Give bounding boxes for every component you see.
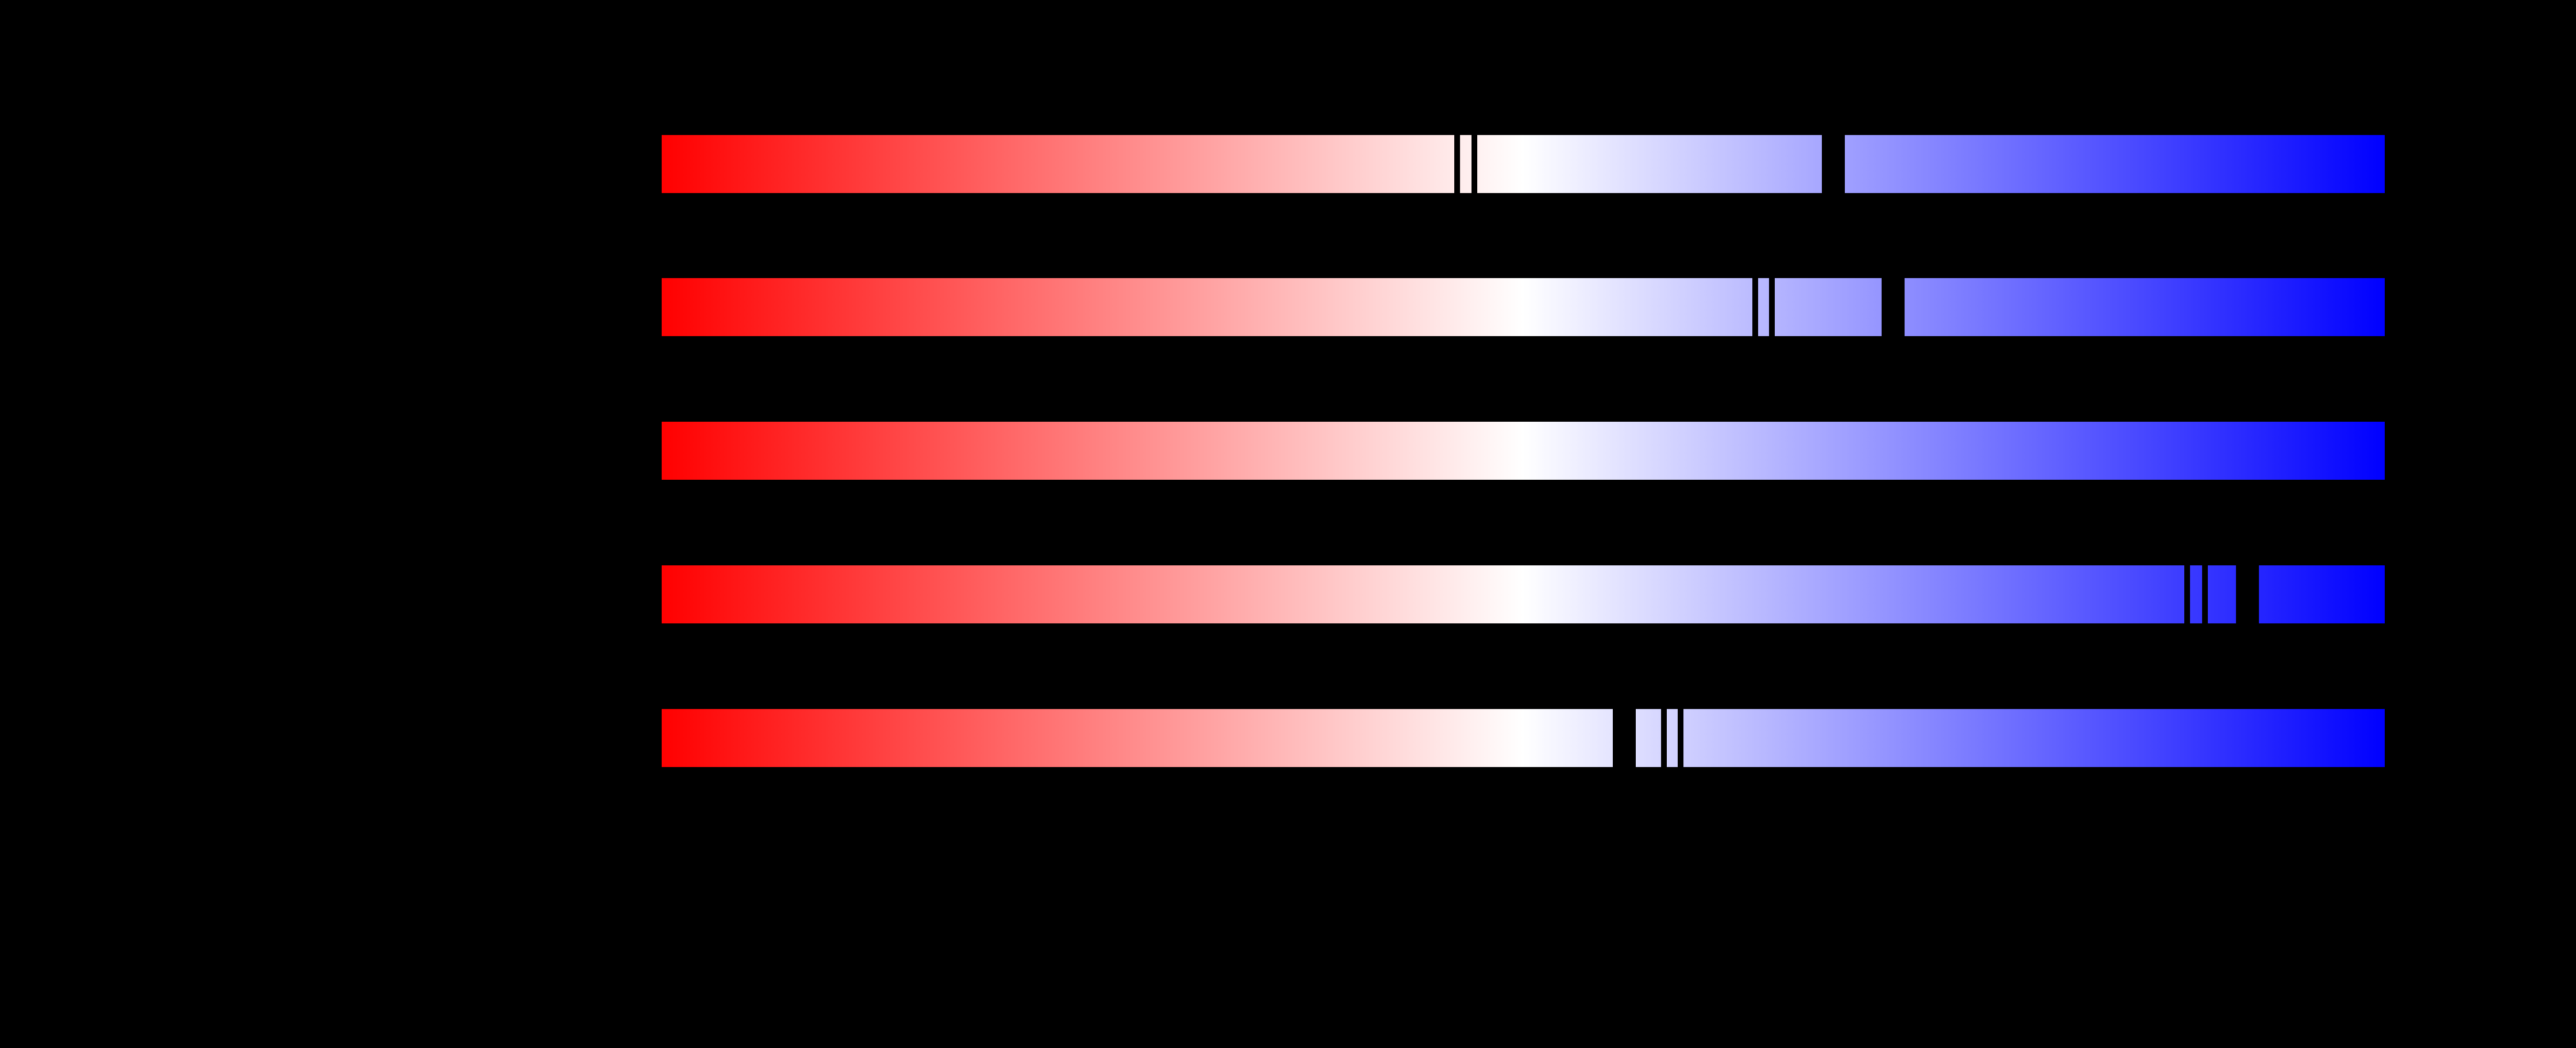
thin-marker — [1768, 278, 1775, 336]
thin-marker — [1472, 135, 1478, 193]
thin-marker — [1752, 278, 1758, 336]
gradient-bar-row-1 — [662, 135, 2385, 193]
gradient-bar-row-4 — [662, 565, 2385, 623]
thin-marker — [2184, 565, 2190, 623]
thin-marker — [2202, 565, 2208, 623]
thick-marker — [1822, 135, 1845, 193]
gradient-bar-row-5 — [662, 709, 2385, 767]
gradient-bar-row-2 — [662, 278, 2385, 336]
thin-marker — [1677, 709, 1683, 767]
thick-marker — [2235, 565, 2259, 623]
thin-marker — [1454, 135, 1461, 193]
thick-marker — [1613, 709, 1636, 767]
thick-marker — [1882, 278, 1905, 336]
gradient-bar-row-3 — [662, 422, 2385, 480]
thin-marker — [1661, 709, 1667, 767]
